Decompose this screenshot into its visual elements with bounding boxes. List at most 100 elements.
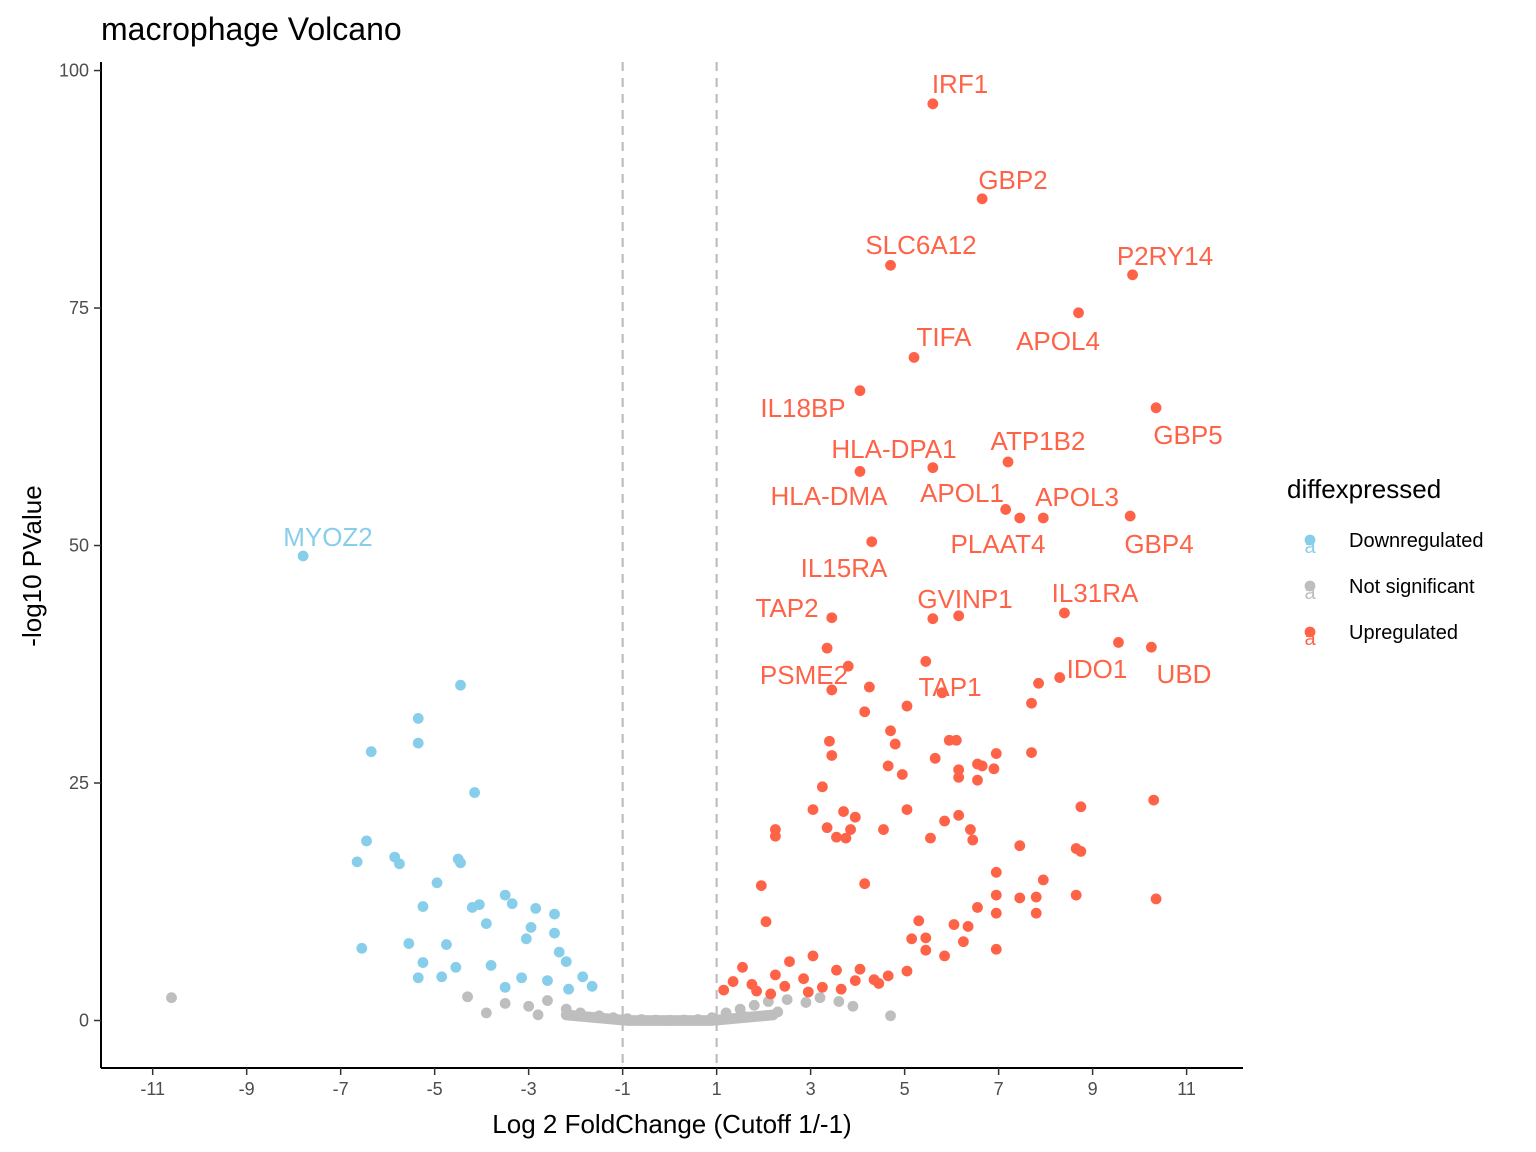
data-point bbox=[1033, 677, 1044, 689]
data-point bbox=[365, 746, 377, 758]
y-tick-label: 75 bbox=[69, 298, 89, 318]
data-point bbox=[920, 932, 932, 944]
legend-title: diffexpressed bbox=[1287, 474, 1441, 504]
data-point bbox=[767, 1009, 779, 1021]
gene-label: HLA-DMA bbox=[770, 481, 888, 511]
data-point bbox=[530, 903, 542, 914]
data-point bbox=[781, 994, 793, 1006]
data-point bbox=[845, 824, 856, 835]
data-point bbox=[965, 824, 976, 835]
data-point bbox=[586, 980, 598, 992]
data-point bbox=[441, 939, 452, 950]
data-point bbox=[854, 466, 866, 477]
data-point bbox=[920, 656, 932, 667]
data-point bbox=[1000, 504, 1012, 515]
legend-key-point bbox=[1304, 626, 1316, 638]
data-point bbox=[1002, 456, 1014, 468]
gene-label: P2RY14 bbox=[1117, 241, 1213, 271]
data-point bbox=[499, 981, 511, 993]
data-point bbox=[990, 889, 1002, 901]
data-point bbox=[814, 992, 826, 1004]
data-point bbox=[751, 985, 762, 997]
not-significant-points bbox=[166, 991, 896, 1026]
significant-points bbox=[297, 98, 1162, 1000]
y-tick-label: 50 bbox=[69, 536, 89, 556]
data-point bbox=[878, 824, 889, 835]
data-point bbox=[394, 858, 405, 870]
data-point bbox=[824, 735, 835, 747]
data-point bbox=[826, 612, 838, 624]
data-point bbox=[882, 970, 894, 982]
data-point bbox=[826, 750, 838, 761]
data-point bbox=[1075, 846, 1087, 857]
x-tick-label: 7 bbox=[994, 1079, 1004, 1099]
data-point bbox=[1037, 874, 1049, 886]
data-point bbox=[838, 806, 849, 817]
gene-label: APOL3 bbox=[1035, 482, 1119, 512]
data-point bbox=[462, 991, 473, 1003]
data-point bbox=[831, 964, 842, 976]
data-point bbox=[779, 980, 791, 992]
cutoff-lines bbox=[621, 62, 718, 1068]
data-point bbox=[1026, 747, 1037, 759]
y-tick-label: 0 bbox=[79, 1011, 89, 1031]
data-point bbox=[523, 1000, 535, 1012]
data-point bbox=[873, 978, 885, 989]
data-point bbox=[908, 352, 920, 363]
data-point bbox=[506, 898, 518, 910]
data-point bbox=[821, 822, 833, 834]
data-point bbox=[485, 960, 497, 971]
data-point bbox=[718, 984, 730, 996]
data-point bbox=[913, 915, 925, 927]
data-point bbox=[1127, 269, 1138, 281]
data-point bbox=[755, 880, 767, 892]
data-point bbox=[859, 706, 871, 718]
data-point bbox=[906, 933, 918, 945]
data-point bbox=[990, 907, 1002, 919]
x-tick-label: -11 bbox=[140, 1079, 165, 1099]
data-point bbox=[816, 981, 828, 993]
data-point bbox=[798, 973, 809, 985]
data-point bbox=[469, 787, 481, 798]
data-point bbox=[436, 971, 448, 983]
data-point bbox=[885, 725, 896, 737]
data-point bbox=[939, 950, 950, 962]
data-point bbox=[953, 764, 965, 776]
legend-key-letter: a bbox=[1304, 582, 1316, 604]
data-point bbox=[833, 996, 845, 1007]
data-point bbox=[549, 908, 560, 920]
x-tick-label: 1 bbox=[712, 1079, 722, 1099]
data-point bbox=[953, 771, 965, 783]
data-point bbox=[885, 259, 896, 271]
data-point bbox=[948, 919, 960, 930]
data-point bbox=[849, 811, 861, 823]
data-point bbox=[760, 916, 772, 928]
data-point bbox=[800, 997, 812, 1008]
data-point bbox=[957, 936, 969, 948]
data-point bbox=[901, 965, 913, 977]
data-point bbox=[953, 610, 965, 622]
data-point bbox=[866, 536, 878, 548]
data-point bbox=[412, 713, 424, 724]
data-point bbox=[297, 550, 309, 562]
data-point bbox=[1014, 512, 1026, 524]
data-point bbox=[356, 942, 368, 954]
data-point bbox=[835, 983, 847, 995]
gene-label: TAP2 bbox=[755, 593, 818, 623]
data-point bbox=[882, 760, 894, 772]
data-point bbox=[847, 1000, 859, 1012]
data-point bbox=[516, 972, 528, 984]
data-point bbox=[361, 835, 372, 847]
data-point bbox=[901, 804, 913, 816]
legend-key-point bbox=[1304, 580, 1316, 592]
data-point bbox=[525, 922, 537, 933]
data-point bbox=[821, 642, 833, 654]
data-point bbox=[480, 1007, 492, 1019]
y-ticks: 0 25 50 75 100 bbox=[59, 61, 101, 1031]
data-point bbox=[831, 831, 842, 843]
data-point bbox=[412, 737, 424, 749]
data-point bbox=[854, 385, 866, 397]
gene-label: TAP1 bbox=[918, 672, 981, 702]
data-point bbox=[417, 901, 429, 912]
